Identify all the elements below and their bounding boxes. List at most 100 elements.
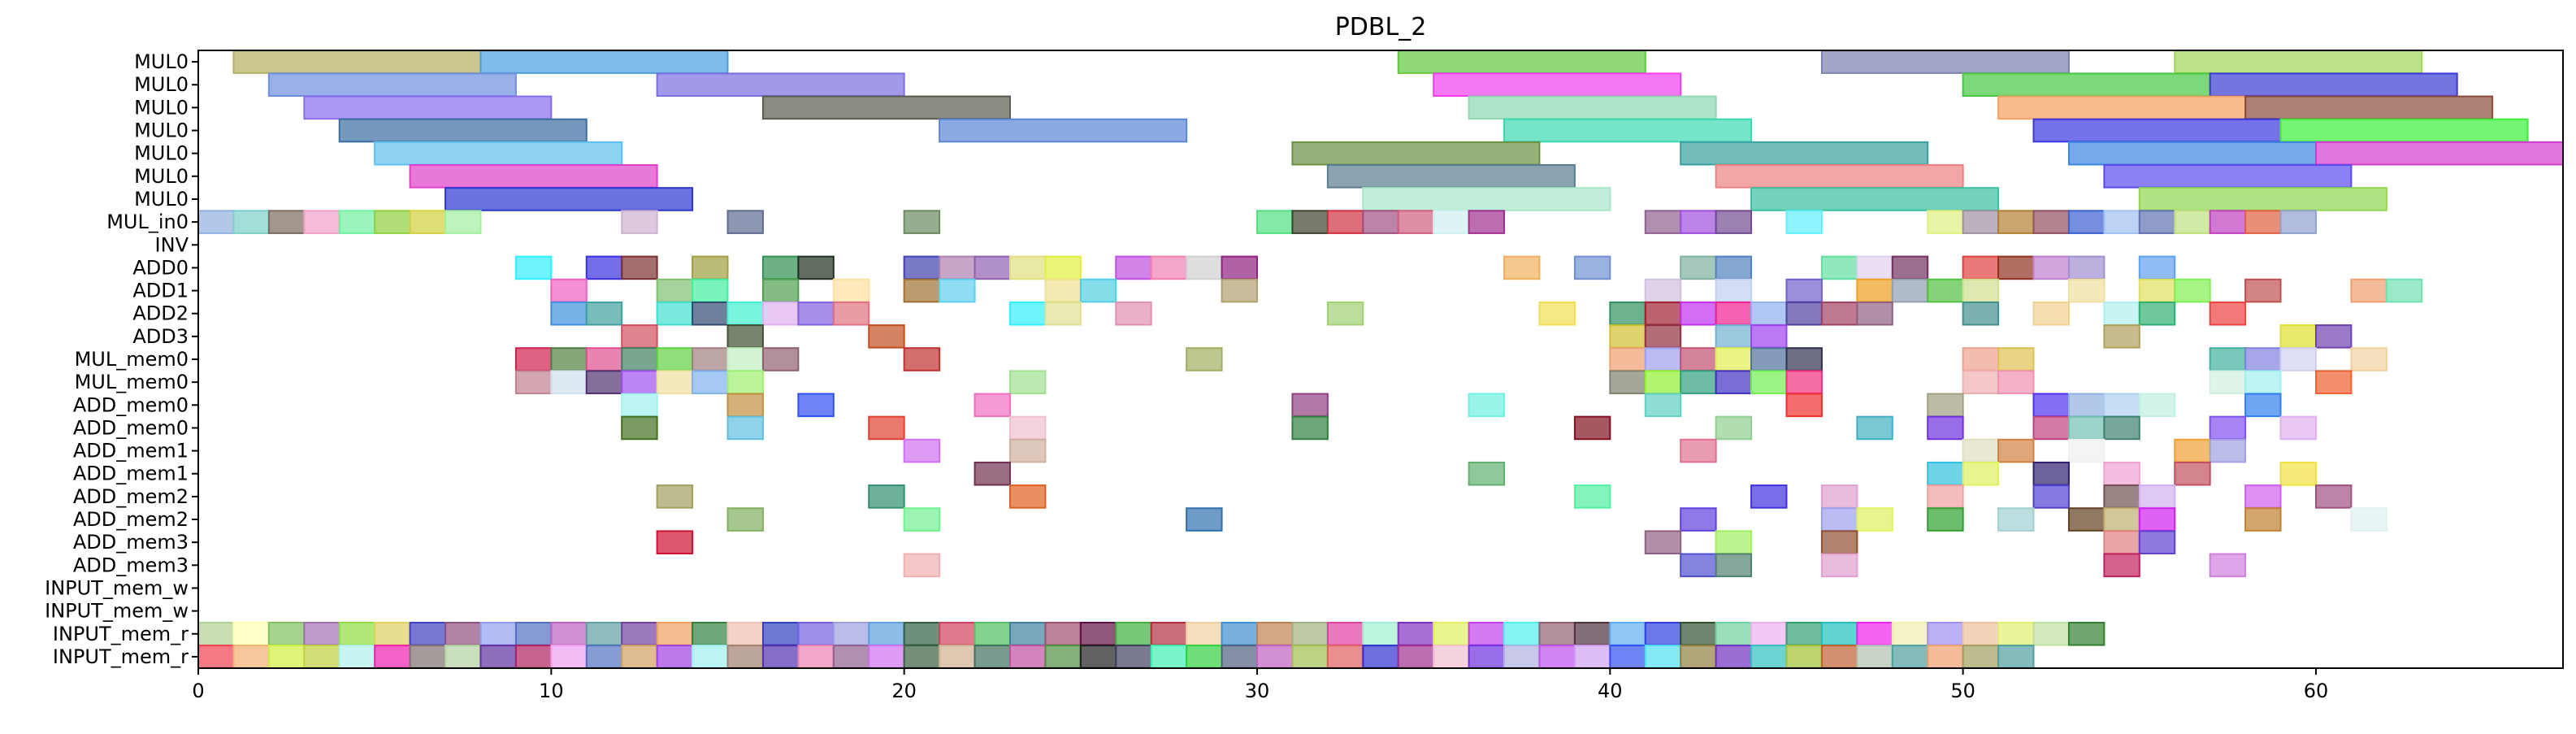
bar [1150, 621, 1188, 646]
bar [2032, 210, 2070, 234]
y-tick-label: MUL0 [134, 96, 189, 119]
bar [1008, 484, 1047, 509]
bar [621, 347, 658, 371]
bar [1715, 301, 1753, 326]
x-tick-label: 30 [1245, 680, 1270, 702]
bar [585, 621, 623, 646]
bar [1644, 645, 1682, 669]
bar [974, 461, 1011, 486]
bar [1750, 324, 1788, 349]
bar [939, 278, 976, 303]
x-tick-label: 50 [1950, 680, 1975, 702]
bar [1997, 347, 2035, 371]
bar [1326, 164, 1576, 189]
bar [903, 438, 941, 463]
bar [868, 484, 905, 509]
bar [1785, 210, 1823, 234]
bar [692, 347, 729, 371]
bar [232, 621, 270, 646]
bar [1927, 645, 1964, 669]
bar [2067, 621, 2105, 646]
bar [2314, 324, 2353, 349]
y-tick-label: ADD1 [132, 280, 189, 302]
bar [409, 621, 447, 646]
bar [939, 645, 976, 669]
bar [1008, 370, 1047, 394]
bar [1715, 164, 1964, 189]
bar [2067, 415, 2105, 441]
bar [1186, 347, 1223, 371]
bar [832, 301, 870, 326]
bar [2103, 415, 2140, 441]
bar [797, 645, 835, 669]
bar [1962, 301, 2000, 326]
bar [1008, 438, 1047, 463]
bar [1715, 255, 1753, 280]
bar [374, 645, 411, 669]
bar [1291, 621, 1329, 646]
bar [1962, 210, 2000, 234]
bar [2138, 393, 2176, 418]
y-tick-label: INPUT_mem_r [53, 623, 189, 645]
bar [2103, 210, 2140, 234]
bar [1255, 210, 1294, 234]
bar [939, 621, 976, 646]
bar [514, 370, 553, 394]
bar [1750, 621, 1788, 646]
bar [1644, 347, 1682, 371]
bar [1008, 301, 1047, 326]
bar [797, 301, 835, 326]
x-tick-label: 40 [1598, 680, 1623, 702]
bar [1503, 621, 1541, 646]
bar [2209, 72, 2458, 98]
bar [1927, 484, 1964, 509]
bar [445, 187, 694, 211]
bar [1680, 141, 1929, 166]
bar [2032, 118, 2282, 143]
bar [585, 255, 623, 280]
bar [2067, 393, 2105, 418]
bar [1291, 141, 1541, 166]
x-tick-label: 10 [539, 680, 564, 702]
bar [1644, 393, 1682, 418]
bar [2032, 301, 2070, 326]
y-axis-labels: MUL0MUL0MUL0MUL0MUL0MUL0MUL0MUL_in0INVAD… [45, 50, 198, 668]
bar [2138, 530, 2176, 554]
bar [1785, 393, 1823, 418]
bar [1503, 118, 1753, 143]
bar [2279, 461, 2317, 486]
bar [1962, 370, 2000, 394]
bar [797, 255, 835, 280]
bar [1715, 530, 1753, 554]
bar [1680, 645, 1717, 669]
bar [621, 255, 658, 280]
bar [692, 278, 729, 303]
x-axis-ticks: 0 10 20 30 40 50 60 [192, 668, 2328, 702]
bar [409, 164, 658, 189]
bar [903, 278, 941, 303]
bar [2138, 278, 2176, 303]
bar [1962, 278, 2000, 303]
bar [585, 370, 623, 394]
bar [2244, 507, 2282, 532]
bar [197, 210, 235, 234]
bar [2314, 370, 2353, 394]
bar [656, 278, 694, 303]
bar [2067, 141, 2317, 166]
plot-frame [197, 50, 2564, 669]
y-tick-label: MUL_mem0 [75, 348, 189, 371]
bar [1609, 324, 1646, 349]
y-tick-label: ADD_mem0 [73, 393, 189, 416]
bar [1962, 255, 2000, 280]
bar [656, 530, 694, 554]
bar [656, 484, 694, 509]
bar [1750, 347, 1788, 371]
bar [2067, 438, 2105, 463]
bar [1326, 645, 1364, 669]
bar [1255, 645, 1294, 669]
bar [1750, 484, 1788, 509]
bar [2350, 278, 2387, 303]
bar [1468, 645, 1506, 669]
bar [1609, 370, 1646, 394]
bar [1573, 255, 1611, 280]
